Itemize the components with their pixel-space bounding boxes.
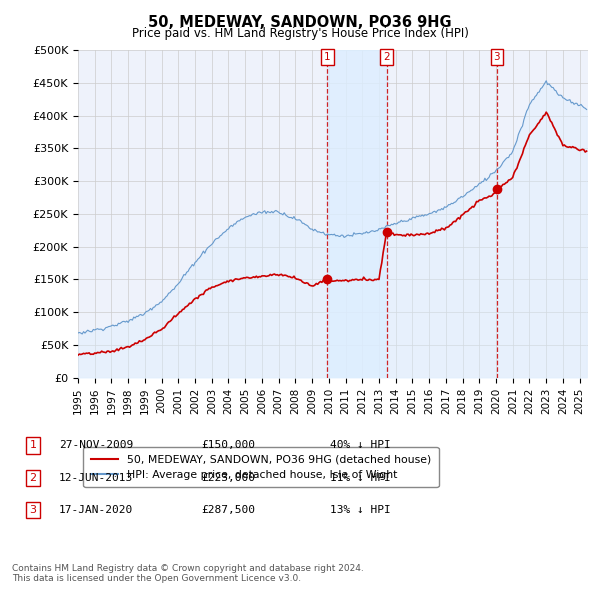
Text: 13% ↓ HPI: 13% ↓ HPI: [329, 506, 391, 515]
Text: 1: 1: [324, 52, 331, 62]
Legend: 50, MEDEWAY, SANDOWN, PO36 9HG (detached house), HPI: Average price, detached ho: 50, MEDEWAY, SANDOWN, PO36 9HG (detached…: [83, 447, 439, 487]
Text: £287,500: £287,500: [201, 506, 255, 515]
Text: £150,000: £150,000: [201, 441, 255, 450]
Text: £223,000: £223,000: [201, 473, 255, 483]
Text: 40% ↓ HPI: 40% ↓ HPI: [329, 441, 391, 450]
Text: 2: 2: [383, 52, 390, 62]
Text: 3: 3: [494, 52, 500, 62]
Text: 1: 1: [29, 441, 37, 450]
Text: 17-JAN-2020: 17-JAN-2020: [59, 506, 133, 515]
Text: 11% ↓ HPI: 11% ↓ HPI: [329, 473, 391, 483]
Text: 50, MEDEWAY, SANDOWN, PO36 9HG: 50, MEDEWAY, SANDOWN, PO36 9HG: [148, 15, 452, 30]
Text: 12-JUN-2013: 12-JUN-2013: [59, 473, 133, 483]
Text: 27-NOV-2009: 27-NOV-2009: [59, 441, 133, 450]
Text: 2: 2: [29, 473, 37, 483]
Text: Price paid vs. HM Land Registry's House Price Index (HPI): Price paid vs. HM Land Registry's House …: [131, 27, 469, 40]
Text: Contains HM Land Registry data © Crown copyright and database right 2024.
This d: Contains HM Land Registry data © Crown c…: [12, 563, 364, 583]
Text: 3: 3: [29, 506, 37, 515]
Bar: [328, 50, 386, 378]
